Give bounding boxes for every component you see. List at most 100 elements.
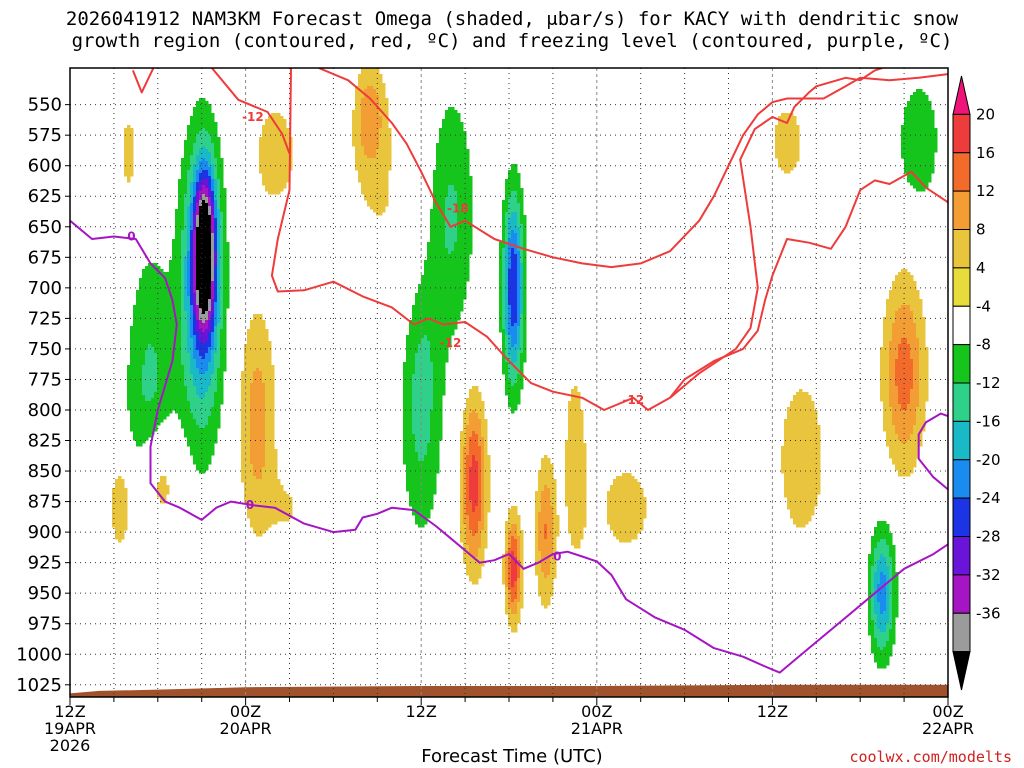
omega-cell xyxy=(514,599,521,603)
omega-cell xyxy=(199,179,203,183)
omega-cell xyxy=(505,278,509,282)
omega-cell xyxy=(784,437,821,441)
omega-cell xyxy=(502,215,506,219)
omega-cell xyxy=(379,128,392,132)
omega-cell xyxy=(907,404,920,408)
omega-cell xyxy=(220,362,227,366)
omega-cell xyxy=(466,437,470,441)
omega-cell xyxy=(868,584,872,588)
omega-cell xyxy=(199,215,212,219)
omega-cell xyxy=(265,386,275,390)
omega-cell xyxy=(508,221,518,225)
omega-cell xyxy=(184,197,191,201)
omega-cell xyxy=(517,305,521,309)
omega-cell xyxy=(520,320,524,324)
omega-cell xyxy=(622,473,632,477)
omega-cell xyxy=(571,533,584,537)
omega-cell xyxy=(907,104,932,108)
omega-cell xyxy=(514,584,518,588)
omega-cell xyxy=(517,545,521,549)
omega-cell xyxy=(463,554,473,558)
omega-cell xyxy=(190,233,194,237)
omega-cell xyxy=(877,641,887,645)
omega-cell xyxy=(466,398,482,402)
omega-cell xyxy=(157,383,185,387)
omega-cell xyxy=(790,509,815,513)
omega-cell xyxy=(883,326,893,330)
omega-cell xyxy=(568,506,587,510)
omega-cell xyxy=(889,446,920,450)
omega-cell xyxy=(874,587,878,591)
omega-cell xyxy=(211,410,221,414)
omega-cell xyxy=(523,317,527,321)
omega-cell xyxy=(517,257,521,261)
omega-cell xyxy=(211,338,215,342)
omega-cell xyxy=(112,503,128,507)
omega-cell xyxy=(523,290,527,294)
omega-cell xyxy=(523,272,527,276)
omega-cell xyxy=(469,443,479,447)
credit-text[interactable]: coolwx.com/modelts xyxy=(849,748,1012,766)
omega-cell xyxy=(568,428,584,432)
omega-cell xyxy=(361,116,383,120)
omega-cell xyxy=(517,236,521,240)
omega-cell xyxy=(481,506,485,510)
omega-cell xyxy=(250,413,266,417)
omega-cell xyxy=(220,347,227,351)
omega-cell xyxy=(256,368,260,372)
omega-cell xyxy=(520,227,524,231)
omega-cell xyxy=(484,470,491,474)
omega-cell xyxy=(418,347,431,351)
omega-cell xyxy=(889,587,893,591)
omega-cell xyxy=(505,347,509,351)
omega-cell xyxy=(469,548,479,552)
omega-cell xyxy=(205,200,209,204)
omega-cell xyxy=(460,443,467,447)
omega-cell xyxy=(217,197,221,201)
omega-cell xyxy=(502,314,506,318)
omega-cell xyxy=(466,566,482,570)
omega-cell xyxy=(889,572,893,576)
omega-cell xyxy=(424,272,470,276)
omega-cell xyxy=(505,338,509,342)
omega-cell xyxy=(520,365,524,369)
omega-cell xyxy=(520,302,524,306)
omega-cell xyxy=(484,440,488,444)
omega-cell xyxy=(124,167,134,171)
omega-cell xyxy=(439,134,467,138)
omega-cell xyxy=(187,326,191,330)
omega-cell xyxy=(919,359,929,363)
omega-cell xyxy=(220,257,224,261)
omega-cell xyxy=(880,581,887,585)
omega-cell xyxy=(517,215,521,219)
omega-cell xyxy=(892,584,899,588)
omega-cell xyxy=(379,110,389,114)
omega-cell xyxy=(190,401,215,405)
omega-cell xyxy=(538,584,554,588)
omega-cell xyxy=(403,362,416,366)
omega-cell xyxy=(187,317,191,321)
omega-cell xyxy=(541,551,554,555)
omega-cell xyxy=(517,338,521,342)
omega-cell xyxy=(241,425,251,429)
omega-cell xyxy=(511,608,518,612)
omega-cell xyxy=(502,254,506,258)
omega-cell xyxy=(196,185,200,189)
omega-cell xyxy=(241,476,257,480)
omega-cell xyxy=(421,278,470,282)
omega-cell xyxy=(880,362,890,366)
omega-cell xyxy=(208,317,212,321)
omega-cell xyxy=(217,248,221,252)
omega-cell xyxy=(901,269,908,273)
omega-cell xyxy=(505,311,509,315)
omega-cell xyxy=(871,542,878,546)
omega-cell xyxy=(196,464,209,468)
chart-title-line1: 2026041912 NAM3KM Forecast Omega (shaded… xyxy=(65,8,959,30)
omega-cell xyxy=(214,272,218,276)
omega-cell xyxy=(505,323,509,327)
omega-cell xyxy=(202,200,206,204)
omega-cell xyxy=(436,143,467,147)
omega-cell xyxy=(520,233,524,237)
omega-cell xyxy=(217,236,221,240)
omega-cell xyxy=(220,221,224,225)
